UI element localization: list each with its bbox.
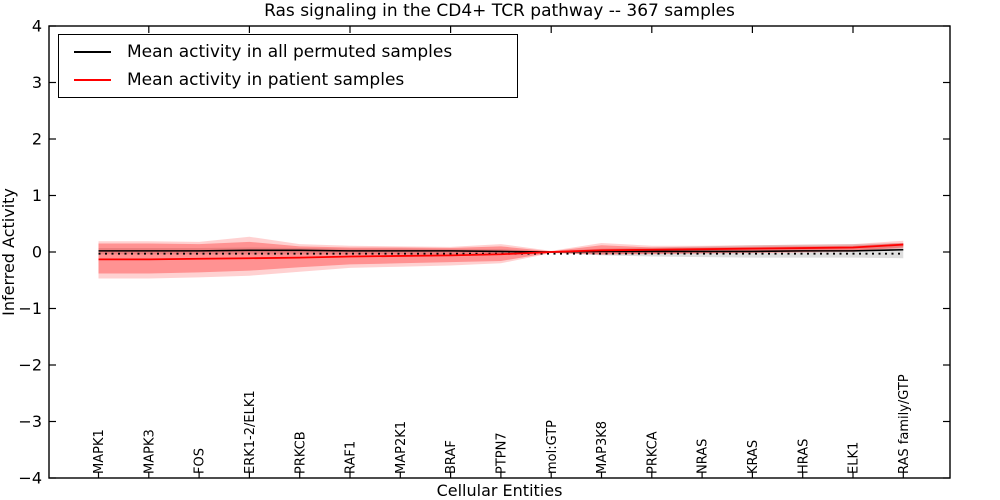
entity-label: PRKCB — [293, 431, 308, 474]
entity-label: ELK1 — [847, 442, 862, 474]
y-tick-label: 0 — [32, 243, 42, 262]
entity-label: PRKCA — [645, 431, 660, 474]
y-tick-label: 3 — [32, 73, 42, 92]
patient-mean-line — [98, 243, 904, 261]
y-tick-label: −3 — [18, 412, 42, 431]
entity-label: MAP3K8 — [595, 421, 610, 474]
entity-label: RAS family/GTP — [897, 374, 912, 474]
y-tick-label: 1 — [32, 186, 42, 205]
chart-title: Ras signaling in the CD4+ TCR pathway --… — [264, 1, 735, 21]
legend-line-sample-permuted — [74, 51, 111, 53]
entity-label: RAF1 — [344, 441, 359, 474]
legend: Mean activity in all permuted samples Me… — [58, 34, 518, 98]
patient-samples-outer-band — [98, 236, 904, 279]
entity-label: FOS — [193, 448, 208, 474]
legend-entry-permuted: Mean activity in all permuted samples — [59, 40, 517, 64]
entity-label: mol:GTP — [545, 420, 560, 474]
y-tick-label: −4 — [18, 469, 42, 488]
entity-label: PTPN7 — [494, 432, 509, 474]
entity-label: NRAS — [696, 439, 711, 474]
y-tick-label: −1 — [18, 299, 42, 318]
entity-label: MAP2K1 — [394, 421, 409, 474]
entity-label: BRAF — [444, 440, 459, 474]
y-tick-label: 4 — [32, 17, 42, 36]
permuted-samples-std-band — [98, 242, 904, 259]
entity-label: MAPK1 — [92, 429, 107, 474]
legend-label-patient: Mean activity in patient samples — [127, 70, 405, 90]
entity-label: MAPK3 — [142, 429, 157, 474]
entity-label: ERK1-2/ELK1 — [243, 390, 258, 474]
y-tick-label: −2 — [18, 356, 42, 375]
legend-entry-patient: Mean activity in patient samples — [59, 68, 517, 92]
legend-label-permuted: Mean activity in all permuted samples — [127, 42, 453, 62]
y-tick-label: 2 — [32, 130, 42, 149]
x-axis-label: Cellular Entities — [436, 481, 563, 500]
entity-label: KRAS — [746, 440, 761, 474]
permuted-mean-line — [98, 248, 904, 253]
legend-line-sample-patient — [74, 79, 111, 81]
entity-label: HRAS — [796, 439, 811, 474]
